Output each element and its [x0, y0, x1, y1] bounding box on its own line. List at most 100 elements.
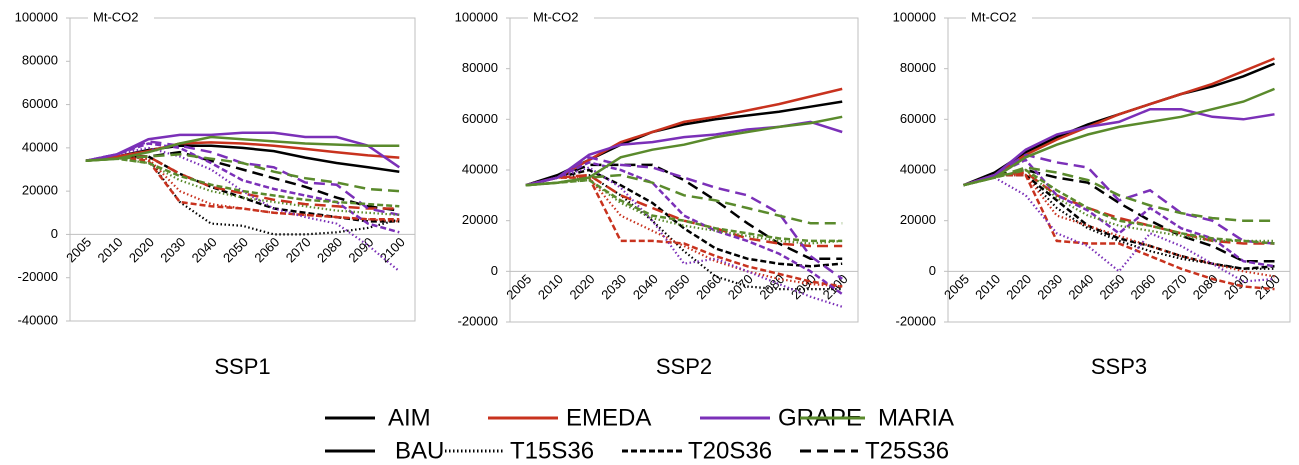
- series-line: [525, 178, 843, 245]
- legend-label: T20S36: [688, 437, 772, 464]
- panel-title: SSP1: [214, 354, 270, 379]
- x-tick-label: 2080: [314, 234, 345, 265]
- series-line: [963, 107, 1275, 187]
- y-tick-label: 20000: [900, 212, 936, 227]
- y-tick-label: -40000: [18, 312, 58, 327]
- series-line: [525, 176, 843, 288]
- panel-title: SSP2: [656, 354, 712, 379]
- series-line: [85, 146, 401, 273]
- y-tick-label: 0: [51, 226, 58, 241]
- y-axis-label: Mt-CO2: [93, 9, 139, 24]
- x-tick-label: 2005: [63, 234, 94, 265]
- x-tick-label: 2100: [377, 234, 408, 265]
- x-tick-label: 2060: [251, 234, 282, 265]
- y-tick-label: 80000: [462, 60, 498, 75]
- x-tick-label: 2050: [220, 234, 251, 265]
- x-tick-label: 2070: [283, 234, 314, 265]
- series-line: [963, 174, 1275, 278]
- legend-label: T15S36: [510, 437, 594, 464]
- x-tick-label: 2030: [157, 234, 188, 265]
- series-line: [963, 153, 1275, 245]
- y-axis-label: Mt-CO2: [533, 9, 579, 24]
- legend-label: AIM: [388, 404, 431, 431]
- y-tick-label: 40000: [22, 139, 58, 154]
- y-tick-label: -20000: [18, 269, 58, 284]
- x-tick-label: 2030: [1034, 271, 1065, 302]
- y-label-bg: [966, 10, 1032, 26]
- series-line: [85, 135, 400, 163]
- series-line: [963, 173, 1275, 291]
- series-line: [525, 168, 843, 268]
- x-tick-label: 2040: [189, 234, 220, 265]
- series-line: [525, 163, 843, 260]
- y-axis-label: Mt-CO2: [971, 9, 1017, 24]
- legend-label: MARIA: [878, 404, 954, 431]
- series-line: [85, 141, 400, 163]
- x-tick-label: 2030: [598, 271, 629, 302]
- x-tick-label: 2005: [503, 271, 534, 302]
- y-tick-label: 40000: [462, 161, 498, 176]
- plot-frame: [69, 17, 416, 322]
- x-tick-label: 2100: [820, 271, 851, 302]
- y-tick-label: 0: [491, 263, 498, 278]
- series-line: [963, 174, 1275, 270]
- series-line: [525, 173, 843, 248]
- y-tick-label: 20000: [462, 212, 498, 227]
- y-tick-label: 100000: [893, 9, 936, 24]
- y-tick-label: 40000: [900, 161, 936, 176]
- series-line: [85, 131, 401, 169]
- y-label-bg: [528, 10, 594, 26]
- series-line: [85, 142, 400, 234]
- y-tick-label: 60000: [22, 96, 58, 111]
- series-line: [85, 157, 400, 216]
- x-tick-label: 2020: [567, 271, 598, 302]
- x-tick-label: 2050: [1096, 271, 1127, 302]
- x-tick-label: 2060: [1128, 271, 1159, 302]
- series-line: [963, 168, 1275, 245]
- x-tick-label: 2050: [661, 271, 692, 302]
- series-line: [963, 87, 1275, 187]
- y-tick-label: 20000: [22, 183, 58, 198]
- x-tick-label: 2020: [1003, 271, 1034, 302]
- series-line: [963, 171, 1275, 245]
- series-line: [963, 173, 1275, 271]
- series-line: [525, 87, 843, 187]
- series-line: [963, 168, 1275, 242]
- series-line: [525, 155, 843, 280]
- y-tick-label: 60000: [900, 111, 936, 126]
- series-line: [963, 166, 1275, 222]
- x-tick-label: 2060: [693, 271, 724, 302]
- series-line: [85, 155, 400, 221]
- x-tick-label: 2010: [95, 234, 126, 265]
- y-tick-label: -20000: [896, 313, 936, 328]
- x-tick-label: 2010: [535, 271, 566, 302]
- y-tick-label: 0: [929, 263, 936, 278]
- x-tick-label: 2070: [1159, 271, 1190, 302]
- y-tick-label: -20000: [458, 313, 498, 328]
- series-line: [85, 157, 400, 208]
- legend-label: BAU: [395, 437, 444, 464]
- x-tick-label: 2070: [725, 271, 756, 302]
- y-tick-label: 80000: [900, 60, 936, 75]
- y-tick-label: 100000: [455, 9, 498, 24]
- x-tick-label: 2010: [972, 271, 1003, 302]
- x-tick-label: 2040: [1065, 271, 1096, 302]
- series-line: [963, 176, 1275, 283]
- series-line: [525, 178, 843, 243]
- y-tick-label: 100000: [15, 9, 58, 24]
- series-line: [525, 161, 843, 296]
- panel-title: SSP3: [1091, 354, 1147, 379]
- series-line: [525, 173, 843, 225]
- series-line: [85, 153, 400, 193]
- x-tick-label: 2040: [630, 271, 661, 302]
- y-tick-label: 80000: [22, 53, 58, 68]
- y-label-bg: [88, 10, 154, 26]
- series-line: [963, 168, 1275, 263]
- legend-label: EMEDA: [566, 404, 651, 431]
- series-line: [525, 173, 843, 291]
- legend-label: T25S36: [865, 437, 949, 464]
- x-tick-label: 2005: [941, 271, 972, 302]
- y-tick-label: 60000: [462, 111, 498, 126]
- series-line: [525, 176, 843, 288]
